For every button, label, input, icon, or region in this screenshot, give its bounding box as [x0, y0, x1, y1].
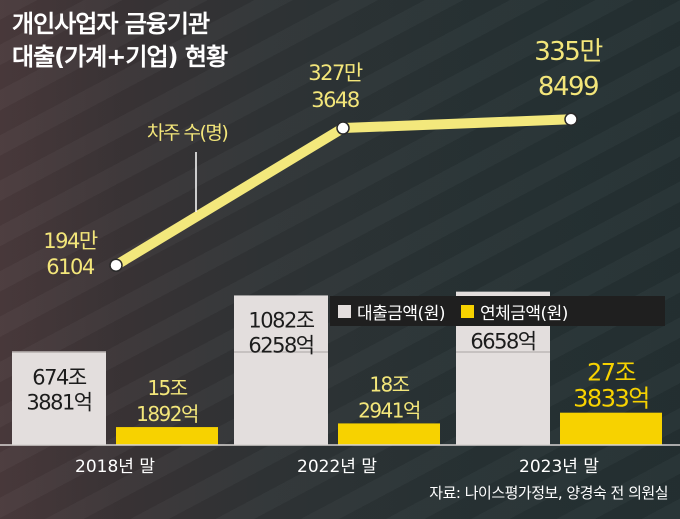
legend-swatch-loan — [338, 304, 351, 318]
legend-label-overdue: 연체금액(원) — [479, 303, 568, 324]
bar-overdue-label-a-1: 18조 — [369, 372, 409, 396]
bar-loan-label-b-0: 3881억 — [26, 391, 91, 415]
borrower-label-a-2: 335만 — [534, 37, 602, 67]
borrower-point-1 — [336, 121, 350, 135]
borrower-label-a-1: 327만 — [308, 61, 363, 85]
bar-overdue-label-a-2: 27조 — [587, 359, 636, 387]
chart-title-line1: 개인사업자 금융기관 — [12, 10, 210, 38]
bar-overdue-2 — [560, 412, 662, 445]
legend-item-overdue: 연체금액(원) — [453, 299, 568, 324]
bar-loan-label-a-1: 1082조 — [248, 308, 314, 332]
bar-overdue-label-b-2: 3833억 — [573, 385, 649, 413]
bar-overdue-0 — [116, 427, 218, 445]
bar-loan-label-a-0: 674조 — [32, 366, 87, 390]
category-label-2: 2023년 말 — [519, 457, 599, 477]
bar-overdue-label-a-0: 15조 — [147, 376, 187, 400]
source-note: 자료: 나이스평가정보, 양경숙 전 의원실 — [429, 484, 668, 502]
legend: 대출금액(원) 연체금액(원) — [330, 296, 665, 326]
category-label-1: 2022년 말 — [297, 457, 377, 477]
bar-overdue-label-b-1: 2941억 — [358, 398, 420, 422]
legend-swatch-overdue — [460, 304, 474, 318]
borrower-label-b-2: 8499 — [538, 72, 598, 102]
borrower-label-b-1: 3648 — [311, 88, 359, 112]
category-label-0: 2018년 말 — [75, 457, 155, 477]
bar-overdue-1 — [338, 423, 440, 445]
borrower-series-label: 차주 수(명) — [147, 122, 227, 144]
legend-label-loan: 대출금액(원) — [357, 303, 445, 324]
bar-loan-0 — [12, 352, 106, 445]
chart-title-line2: 대출(가계+기업) 현황 — [12, 43, 228, 71]
borrower-label-b-0: 6104 — [46, 255, 95, 279]
bar-loan-1 — [234, 295, 328, 445]
bar-loan-label-b-1: 6258억 — [248, 333, 313, 357]
legend-item-loan: 대출금액(원) — [330, 299, 445, 324]
borrower-point-0 — [109, 258, 123, 272]
chart-title: 개인사업자 금융기관 대출(가계+기업) 현황 — [12, 8, 228, 74]
borrower-point-2 — [564, 112, 578, 127]
borrower-label-a-0: 194만 — [43, 229, 98, 253]
bar-overdue-label-b-0: 1892억 — [136, 402, 198, 426]
bar-loan-label-b-2: 6658억 — [470, 330, 535, 354]
